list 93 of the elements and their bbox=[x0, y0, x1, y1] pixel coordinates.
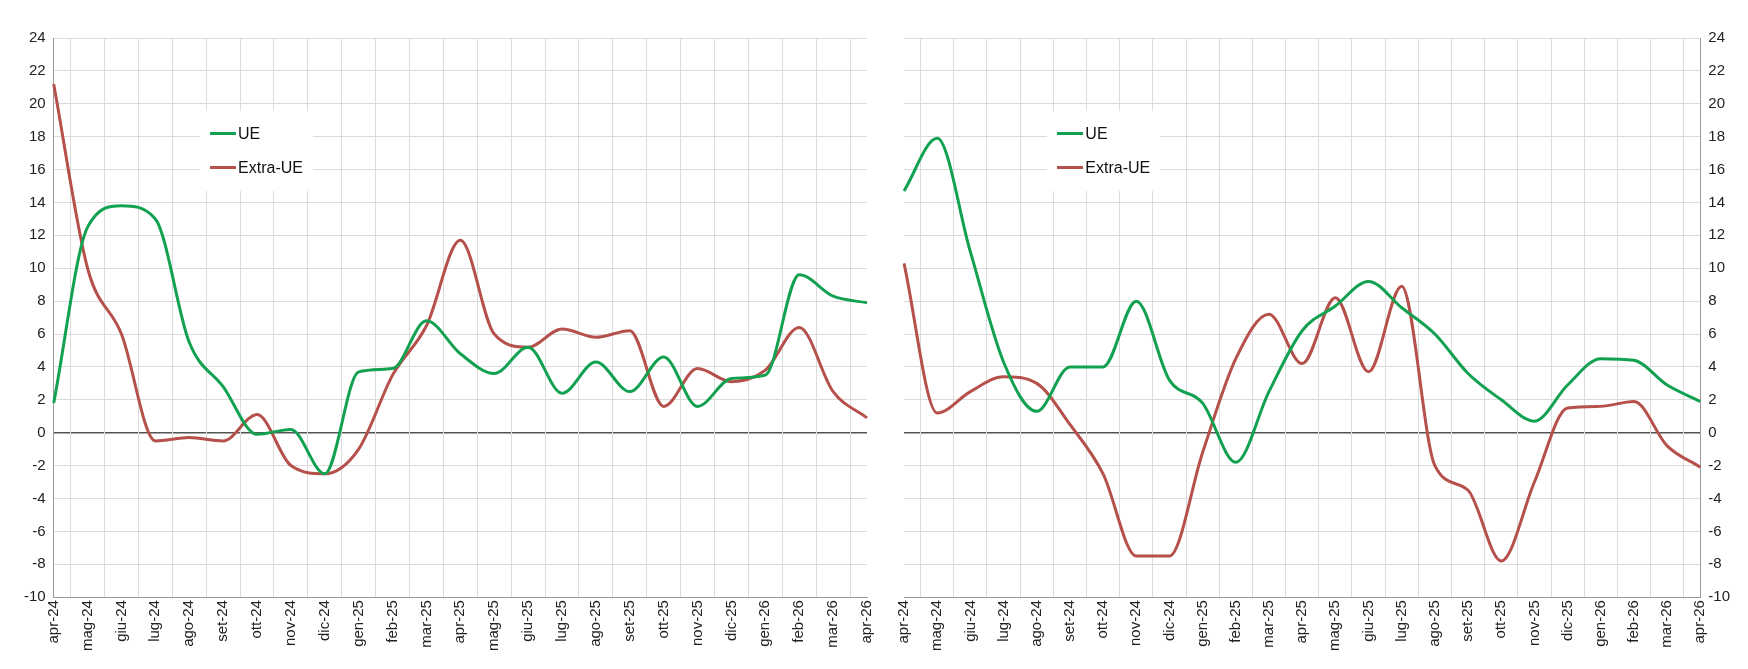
y-tick-label: 6 bbox=[37, 324, 46, 342]
y-tick-label: 24 bbox=[28, 28, 46, 46]
x-tick-label: gen-26 bbox=[755, 600, 773, 647]
x-tick-label: lug-25 bbox=[552, 600, 570, 642]
x-tick-label: ott-24 bbox=[247, 600, 265, 639]
x-tick-label: mag-25 bbox=[484, 600, 502, 651]
y2-tick-label: -2 bbox=[1708, 455, 1722, 473]
y-tick-label: 14 bbox=[28, 192, 46, 210]
legend-label: Extra-UE bbox=[1085, 158, 1151, 177]
x-tick-label: ott-25 bbox=[1491, 600, 1509, 639]
legend-label: Extra-UE bbox=[238, 158, 303, 177]
y-tick-label: 12 bbox=[28, 225, 46, 243]
line-series bbox=[52, 204, 869, 476]
x-tick-label: feb-25 bbox=[382, 600, 400, 643]
y2-tick-label: 2 bbox=[1708, 389, 1717, 407]
x-tick-label: mar-26 bbox=[1657, 600, 1675, 648]
x-tick-label: feb-25 bbox=[1225, 600, 1243, 643]
x-tick-label: nov-25 bbox=[1524, 600, 1542, 647]
x-tick-label: set-24 bbox=[1060, 600, 1078, 642]
y-tick-label: 20 bbox=[28, 93, 46, 111]
y-tick-label: 2 bbox=[37, 389, 46, 407]
x-tick-label: apr-26 bbox=[1690, 600, 1708, 644]
line-series bbox=[52, 82, 869, 476]
x-tick-label: mar-26 bbox=[823, 600, 841, 648]
y2-tick-label: 14 bbox=[1708, 192, 1726, 210]
y2-tick-label: 0 bbox=[1708, 422, 1717, 440]
x-tick-label: giu-24 bbox=[960, 600, 978, 642]
x-tick-label: ago-25 bbox=[586, 600, 604, 647]
y2-tick-label: -8 bbox=[1708, 554, 1722, 572]
x-tick-label: apr-24 bbox=[43, 600, 61, 644]
y-tick-label: 8 bbox=[37, 291, 46, 309]
y-tick-label: -2 bbox=[32, 455, 46, 473]
y2-tick-label: 22 bbox=[1708, 61, 1726, 79]
y-tick-label: -10 bbox=[23, 587, 46, 605]
x-tick-label: mar-25 bbox=[416, 600, 434, 648]
x-tick-label: apr-25 bbox=[1292, 600, 1310, 644]
y2-tick-label: 8 bbox=[1708, 291, 1717, 309]
x-tick-label: ott-25 bbox=[653, 600, 671, 639]
line-series bbox=[902, 261, 1702, 563]
x-tick-label: ago-24 bbox=[179, 600, 197, 647]
x-tick-label: lug-24 bbox=[145, 600, 163, 642]
y2-tick-label: 18 bbox=[1708, 126, 1726, 144]
x-tick-label: gen-26 bbox=[1590, 600, 1608, 647]
x-tick-label: mag-24 bbox=[927, 600, 945, 651]
y2-tick-label: -10 bbox=[1708, 587, 1731, 605]
x-tick-label: dic-25 bbox=[721, 600, 739, 641]
x-tick-label: set-25 bbox=[619, 600, 637, 642]
y-tick-label: -8 bbox=[32, 554, 46, 572]
x-tick-label: nov-24 bbox=[281, 600, 299, 647]
x-tick-label: apr-26 bbox=[857, 600, 875, 644]
x-tick-label: set-24 bbox=[213, 600, 231, 642]
y2-tick-label: 16 bbox=[1708, 159, 1726, 177]
y-tick-label: 16 bbox=[28, 159, 46, 177]
y-tick-label: 4 bbox=[37, 357, 46, 375]
x-tick-label: ott-24 bbox=[1093, 600, 1111, 639]
legend-label: UE bbox=[238, 124, 261, 143]
y2-tick-label: 20 bbox=[1708, 93, 1726, 111]
x-tick-label: feb-26 bbox=[1624, 600, 1642, 643]
y2-tick-label: 4 bbox=[1708, 357, 1717, 375]
y-tick-label: 22 bbox=[28, 61, 46, 79]
y2-tick-label: 12 bbox=[1708, 225, 1726, 243]
x-tick-label: apr-24 bbox=[894, 600, 912, 644]
x-tick-label: nov-25 bbox=[687, 600, 705, 647]
x-tick-label: giu-24 bbox=[111, 600, 129, 642]
x-tick-label: giu-25 bbox=[518, 600, 536, 642]
y2-tick-label: -4 bbox=[1708, 488, 1722, 506]
y2-tick-label: 10 bbox=[1708, 258, 1726, 276]
x-tick-label: feb-26 bbox=[789, 600, 807, 643]
y-tick-label: -6 bbox=[32, 521, 46, 539]
y-tick-label: 0 bbox=[37, 422, 46, 440]
x-tick-label: gen-25 bbox=[1192, 600, 1210, 647]
x-tick-label: dic-24 bbox=[1159, 600, 1177, 641]
y-tick-label: 18 bbox=[28, 126, 46, 144]
y-tick-label: -4 bbox=[32, 488, 46, 506]
x-tick-label: mar-25 bbox=[1259, 600, 1277, 648]
x-tick-label: gen-25 bbox=[348, 600, 366, 647]
x-tick-label: mag-25 bbox=[1325, 600, 1343, 651]
x-tick-label: giu-25 bbox=[1358, 600, 1376, 642]
y2-tick-label: -6 bbox=[1708, 521, 1722, 539]
x-tick-label: nov-24 bbox=[1126, 600, 1144, 647]
x-tick-label: ago-25 bbox=[1425, 600, 1443, 647]
y2-tick-label: 24 bbox=[1708, 28, 1726, 46]
y-tick-label: 10 bbox=[28, 258, 46, 276]
x-tick-label: lug-25 bbox=[1391, 600, 1409, 642]
x-tick-label: lug-24 bbox=[993, 600, 1011, 642]
x-tick-label: dic-24 bbox=[314, 600, 332, 641]
x-tick-label: set-25 bbox=[1458, 600, 1476, 642]
x-tick-label: ago-24 bbox=[1026, 600, 1044, 647]
y2-tick-label: 6 bbox=[1708, 324, 1717, 342]
x-tick-label: dic-25 bbox=[1557, 600, 1575, 641]
x-tick-label: apr-25 bbox=[450, 600, 468, 644]
legend-label: UE bbox=[1085, 124, 1108, 143]
x-tick-label: mag-24 bbox=[77, 600, 95, 651]
